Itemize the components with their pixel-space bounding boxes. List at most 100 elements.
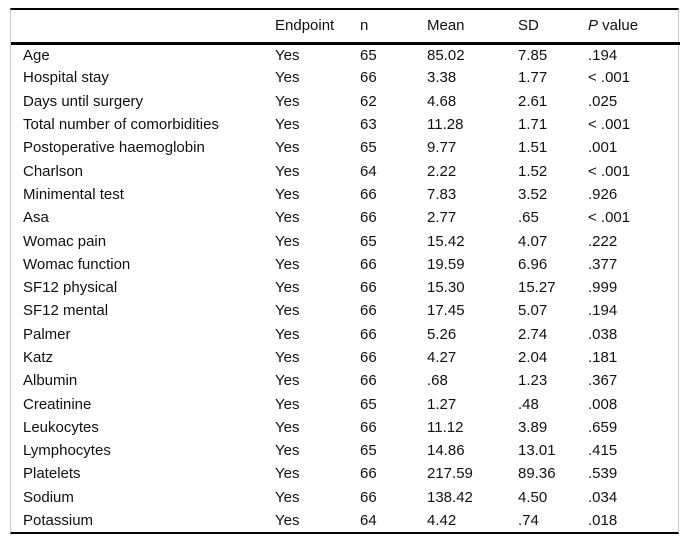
cell-endpoint: Yes [275, 372, 300, 390]
table-row: Potassium Yes 64 4.42 .74 .018 [11, 509, 680, 532]
row-label: SF12 mental [23, 302, 109, 320]
cell-n: 66 [360, 349, 377, 366]
cell-endpoint: Yes [275, 255, 300, 273]
table-row: Lymphocytes Yes 65 14.86 13.01 .415 [11, 439, 680, 462]
cell-sd: 3.89 [518, 418, 548, 436]
row-label: Katz [23, 349, 54, 366]
cell-sd: .74 [518, 512, 539, 530]
cell-sd: 15.27 [518, 279, 556, 297]
table-row: Womac pain Yes 65 15.42 4.07 .222 [11, 229, 680, 252]
cell-mean: 3.38 [427, 69, 457, 87]
row-label: Asa [23, 209, 49, 227]
row-label: Creatinine [23, 395, 92, 413]
cell-mean: .68 [427, 372, 448, 390]
cell-sd: 4.50 [518, 488, 548, 506]
cell-endpoint: Yes [275, 139, 300, 157]
cell-p: < .001 [588, 69, 631, 87]
table-row: Postoperative haemoglobin Yes 65 9.77 1.51 .0… [11, 136, 680, 159]
cell-sd: 7.85 [518, 46, 548, 64]
table-row: Hospital stay Yes 66 3.38 1.77 < .001 [11, 66, 680, 89]
column-header-sd: SD [518, 10, 588, 45]
table-row: Creatinine Yes 65 1.27 .48 .008 [11, 392, 680, 415]
cell-mean: 15.42 [427, 232, 465, 250]
cell-sd: 6.96 [518, 255, 548, 273]
cell-endpoint: Yes [275, 302, 300, 320]
cell-sd: 89.36 [518, 465, 556, 483]
cell-endpoint: Yes [275, 69, 300, 87]
row-label: Age [23, 46, 50, 64]
cell-endpoint: Yes [275, 325, 300, 343]
column-header-variable [11, 10, 275, 45]
cell-p: < .001 [588, 116, 631, 134]
cell-sd: 2.04 [518, 349, 548, 366]
cell-p: .377 [588, 255, 618, 273]
row-label: Platelets [23, 465, 81, 483]
cell-sd: 1.77 [518, 69, 548, 87]
cell-endpoint: Yes [275, 512, 300, 530]
cell-p: .415 [588, 442, 618, 460]
cell-p: .367 [588, 372, 618, 390]
row-label: Palmer [23, 325, 71, 343]
cell-mean: 17.45 [427, 302, 465, 320]
row-label: Lymphocytes [23, 442, 111, 460]
cell-n: 66 [360, 302, 377, 320]
row-label: Leukocytes [23, 418, 99, 436]
table-row: Womac function Yes 66 19.59 6.96 .377 [11, 253, 680, 276]
cell-mean: 2.77 [427, 209, 457, 227]
table-row: Sodium Yes 66 138.42 4.50 .034 [11, 486, 680, 509]
row-label: Potassium [23, 512, 94, 530]
table-row: Age Yes 65 85.02 7.85 .194 [11, 43, 680, 66]
cell-n: 64 [360, 512, 377, 530]
table-row: SF12 mental Yes 66 17.45 5.07 .194 [11, 299, 680, 322]
row-label: Sodium [23, 488, 74, 506]
cell-sd: 3.52 [518, 185, 548, 203]
cell-n: 65 [360, 442, 377, 460]
cell-p: < .001 [588, 209, 631, 227]
cell-n: 65 [360, 139, 377, 157]
table-row: Albumin Yes 66 .68 1.23 .367 [11, 369, 680, 392]
cell-p: .999 [588, 279, 618, 297]
column-header-endpoint: Endpoint [275, 10, 360, 45]
cell-p: .194 [588, 46, 618, 64]
table-row: Total number of comorbidities Yes 63 11.28 1… [11, 113, 680, 136]
cell-p: .034 [588, 488, 618, 506]
cell-mean: 217.59 [427, 465, 473, 483]
cell-mean: 4.27 [427, 349, 457, 366]
table-row: SF12 physical Yes 66 15.30 15.27 .999 [11, 276, 680, 299]
cell-endpoint: Yes [275, 442, 300, 460]
table-row: Days until surgery Yes 62 4.68 2.61 .025 [11, 90, 680, 113]
cell-n: 62 [360, 92, 377, 110]
cell-p: .008 [588, 395, 618, 413]
cell-mean: 4.68 [427, 92, 457, 110]
row-label: Albumin [23, 372, 78, 390]
cell-p: .539 [588, 465, 618, 483]
table-row: Minimental test Yes 66 7.83 3.52 .926 [11, 183, 680, 206]
row-label: Womac function [23, 255, 131, 273]
cell-p: .025 [588, 92, 618, 110]
row-label: Total number of comorbidities [23, 116, 219, 134]
cell-p: .926 [588, 185, 618, 203]
cell-n: 63 [360, 116, 377, 134]
cell-endpoint: Yes [275, 46, 300, 64]
cell-endpoint: Yes [275, 232, 300, 250]
cell-p: .001 [588, 139, 618, 157]
row-label: Hospital stay [23, 69, 109, 87]
cell-p: .181 [588, 349, 618, 366]
cell-p: .222 [588, 232, 618, 250]
cell-mean: 7.83 [427, 185, 457, 203]
cell-n: 66 [360, 372, 377, 390]
cell-p: .018 [588, 512, 618, 530]
cell-mean: 11.12 [427, 418, 464, 436]
p-value-rest: value [598, 17, 639, 35]
cell-sd: 1.51 [518, 139, 548, 157]
cell-sd: 13.01 [518, 442, 556, 460]
p-value-italic-p: P [588, 17, 599, 35]
row-label: Womac pain [23, 232, 107, 250]
table-row: Katz Yes 66 4.27 2.04 .181 [11, 346, 680, 369]
cell-p: < .001 [588, 162, 631, 180]
cell-endpoint: Yes [275, 418, 300, 436]
cell-sd: 2.74 [518, 325, 548, 343]
cell-mean: 19.59 [427, 255, 465, 273]
cell-endpoint: Yes [275, 162, 300, 180]
cell-n: 66 [360, 488, 377, 506]
